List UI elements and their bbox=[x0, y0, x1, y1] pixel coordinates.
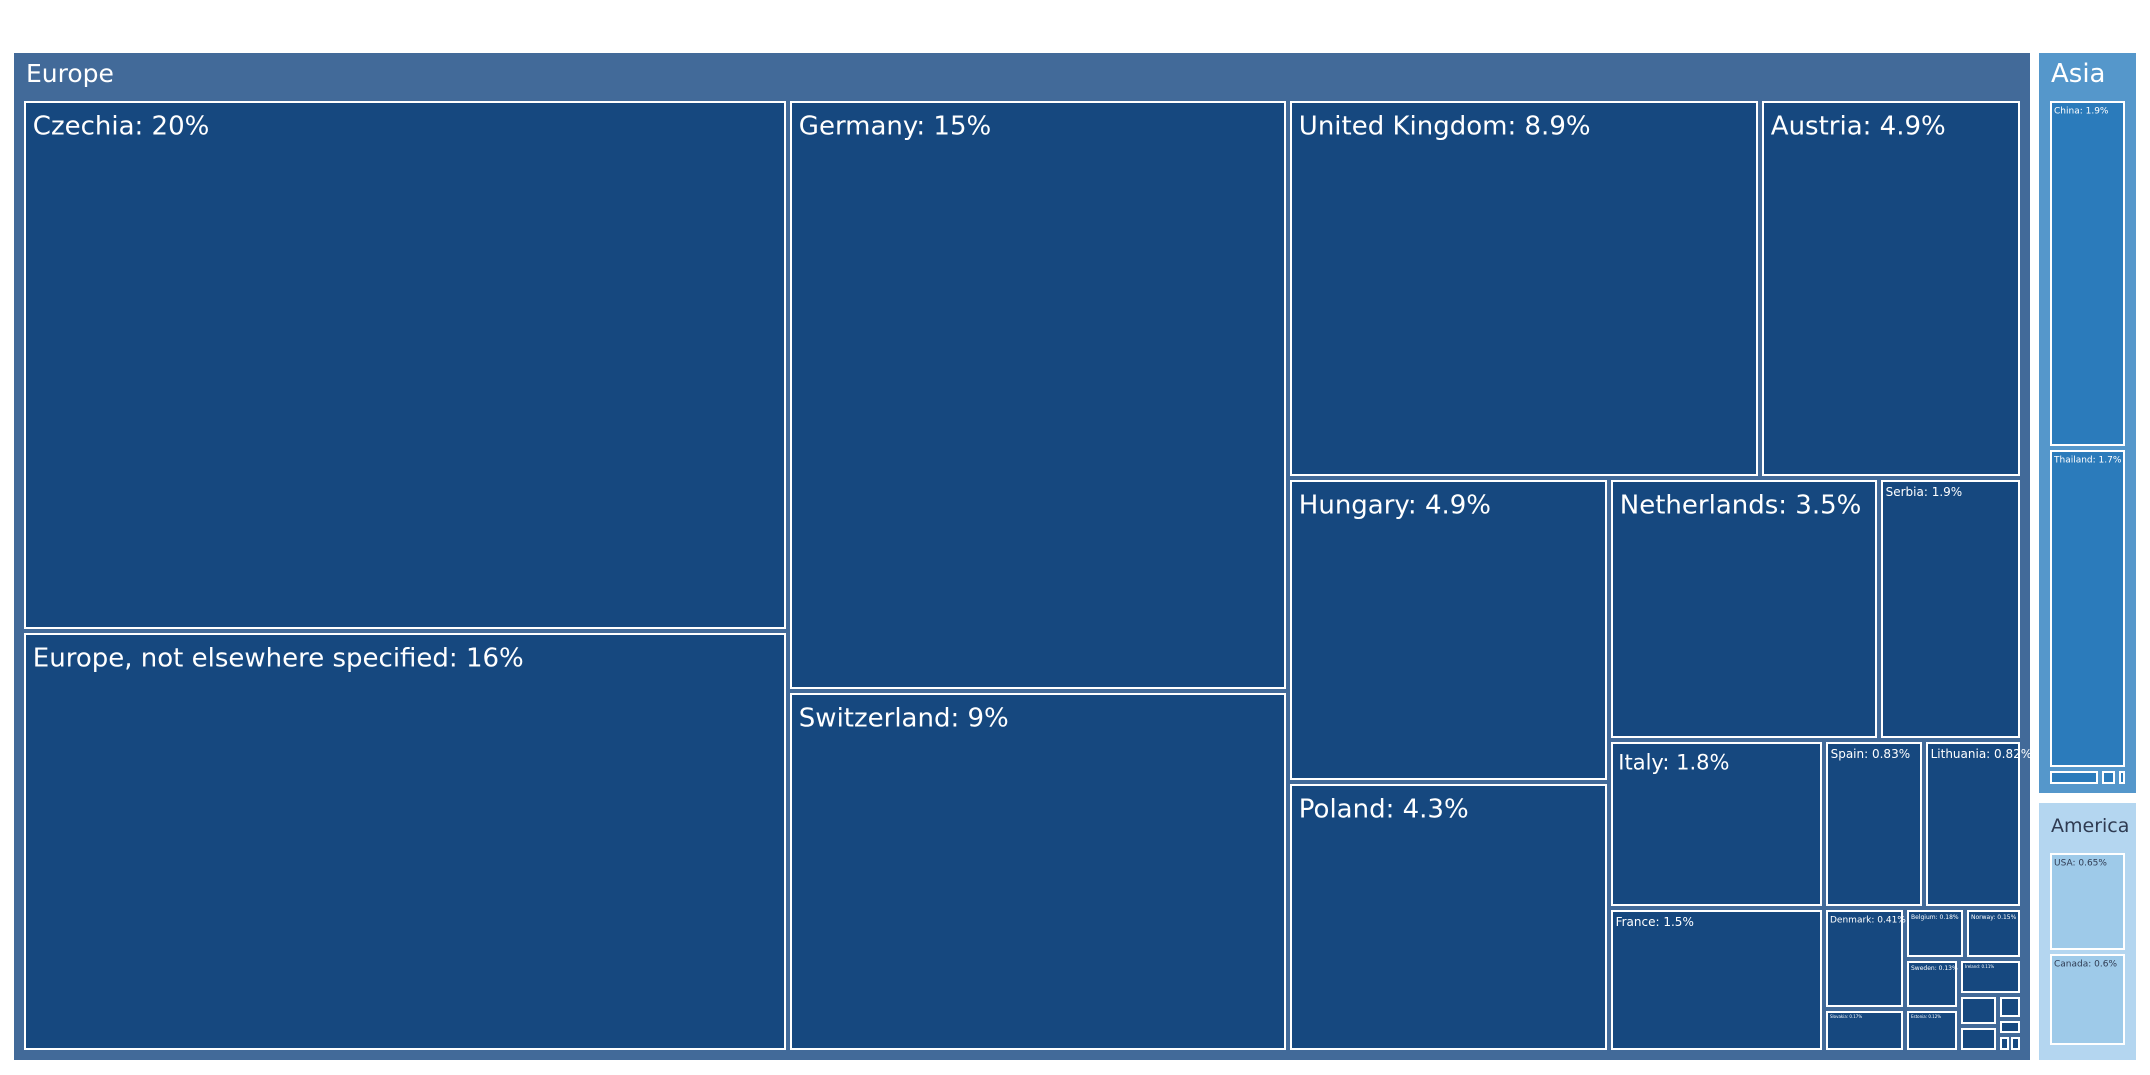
tile-usa[interactable] bbox=[2050, 853, 2125, 950]
tile-label-canada: Canada: 0.6% bbox=[2054, 959, 2117, 969]
tile-label-denmark: Denmark: 0.41% bbox=[1830, 915, 1906, 925]
tile-slovakia[interactable] bbox=[1826, 1011, 1903, 1050]
tile-unlabeled[interactable] bbox=[2000, 1037, 2009, 1050]
tile-ireland[interactable] bbox=[1961, 961, 2020, 993]
tile-spain[interactable] bbox=[1826, 742, 1922, 906]
tile-serbia[interactable] bbox=[1881, 480, 2020, 738]
tile-europe-not-elsewhere-specified[interactable] bbox=[24, 633, 786, 1050]
tile-sweden[interactable] bbox=[1907, 961, 1957, 1007]
tile-china[interactable] bbox=[2050, 101, 2125, 446]
tile-label-slovakia: Slovakia: 0.17% bbox=[1830, 1014, 1862, 1019]
tile-label-ireland: Ireland: 0.11% bbox=[1965, 964, 1994, 969]
tile-label-united-kingdom: United Kingdom: 8.9% bbox=[1299, 112, 1591, 142]
tile-germany[interactable] bbox=[790, 101, 1286, 689]
tile-austria[interactable] bbox=[1762, 101, 2020, 476]
tile-label-netherlands: Netherlands: 3.5% bbox=[1620, 491, 1862, 521]
tile-unlabeled[interactable] bbox=[2102, 771, 2115, 784]
tile-netherlands[interactable] bbox=[1611, 480, 1877, 738]
tile-label-poland: Poland: 4.3% bbox=[1299, 795, 1469, 825]
tile-label-spain: Spain: 0.83% bbox=[1831, 747, 1911, 761]
tile-unlabeled[interactable] bbox=[2050, 771, 2098, 784]
tile-france[interactable] bbox=[1611, 910, 1822, 1050]
tile-norway[interactable] bbox=[1967, 910, 2020, 957]
tile-label-switzerland: Switzerland: 9% bbox=[799, 704, 1009, 734]
tile-hungary[interactable] bbox=[1290, 480, 1607, 780]
tile-canada[interactable] bbox=[2050, 954, 2125, 1045]
tile-label-austria: Austria: 4.9% bbox=[1771, 112, 1946, 142]
tile-thailand[interactable] bbox=[2050, 450, 2125, 767]
tile-poland[interactable] bbox=[1290, 784, 1607, 1050]
tile-unlabeled[interactable] bbox=[2000, 1021, 2020, 1033]
tile-label-europe-not-elsewhere-specified: Europe, not elsewhere specified: 16% bbox=[33, 644, 524, 674]
group-label-asia: Asia bbox=[2051, 59, 2106, 89]
tile-estonia[interactable] bbox=[1907, 1011, 1957, 1050]
tile-label-belgium: Belgium: 0.18% bbox=[1911, 914, 1959, 921]
tile-unlabeled[interactable] bbox=[1961, 997, 1996, 1024]
tile-label-lithuania: Lithuania: 0.82% bbox=[1931, 747, 2033, 761]
tile-label-estonia: Estonia: 0.12% bbox=[1911, 1014, 1941, 1019]
tile-unlabeled[interactable] bbox=[1961, 1028, 1996, 1050]
tile-label-hungary: Hungary: 4.9% bbox=[1299, 491, 1491, 521]
group-label-europe: Europe bbox=[26, 59, 114, 88]
tile-switzerland[interactable] bbox=[790, 693, 1286, 1050]
tile-denmark[interactable] bbox=[1826, 910, 1903, 1007]
tile-label-italy: Italy: 1.8% bbox=[1618, 750, 1729, 774]
tile-unlabeled[interactable] bbox=[2000, 997, 2020, 1017]
group-label-america: America bbox=[2051, 815, 2129, 837]
tile-label-norway: Norway: 0.15% bbox=[1971, 914, 2017, 921]
tile-unlabeled[interactable] bbox=[2119, 771, 2125, 784]
tile-label-sweden: Sweden: 0.13% bbox=[1911, 965, 1958, 972]
tile-label-serbia: Serbia: 1.9% bbox=[1886, 485, 1963, 499]
tile-lithuania[interactable] bbox=[1926, 742, 2020, 906]
tile-belgium[interactable] bbox=[1907, 910, 1963, 957]
tile-label-usa: USA: 0.65% bbox=[2054, 858, 2107, 868]
tile-czechia[interactable] bbox=[24, 101, 786, 629]
tile-label-thailand: Thailand: 1.7% bbox=[2053, 455, 2122, 465]
tile-label-france: France: 1.5% bbox=[1616, 915, 1694, 929]
tile-italy[interactable] bbox=[1611, 742, 1822, 906]
tile-united-kingdom[interactable] bbox=[1290, 101, 1758, 476]
tile-label-china: China: 1.9% bbox=[2054, 106, 2109, 116]
tile-label-germany: Germany: 15% bbox=[799, 112, 991, 142]
tile-label-czechia: Czechia: 20% bbox=[33, 112, 210, 142]
tile-unlabeled[interactable] bbox=[2011, 1037, 2020, 1050]
